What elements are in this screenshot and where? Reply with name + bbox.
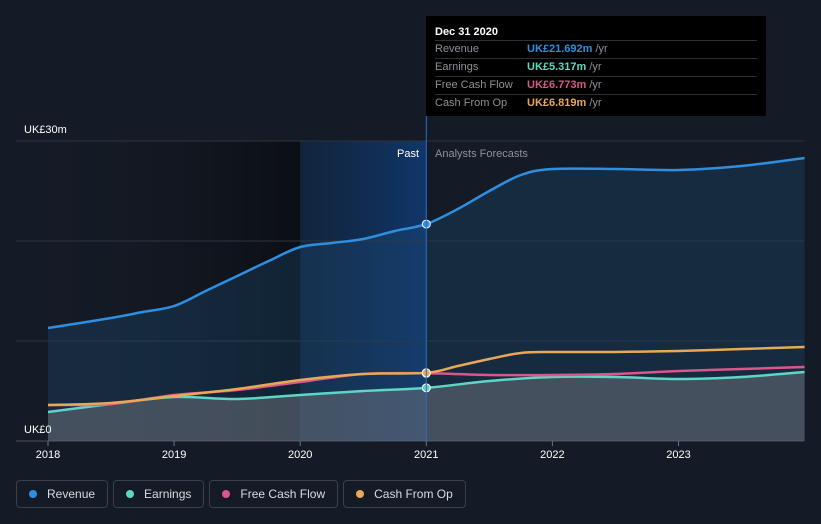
tooltip-label: Free Cash Flow bbox=[435, 79, 513, 91]
tooltip-value: UK£6.819m bbox=[527, 97, 587, 109]
series-line-revenue bbox=[47, 156, 805, 330]
tooltip-unit: /yr bbox=[589, 61, 602, 73]
tooltip-value: UK£6.773m bbox=[527, 79, 587, 91]
y-axis-top-label: UK£30m bbox=[24, 124, 67, 136]
tooltip-unit: /yr bbox=[595, 43, 608, 55]
tooltip-date: Dec 31 2020 bbox=[435, 26, 498, 38]
tooltip-value: UK£5.317m bbox=[527, 61, 587, 73]
legend-dot-icon bbox=[222, 490, 231, 498]
x-tick-label: 2021 bbox=[414, 449, 438, 461]
x-tick-label: 2022 bbox=[540, 449, 564, 461]
tooltip: Dec 31 2020 Revenue UK£21.692m /yr Earni… bbox=[426, 16, 766, 116]
tooltip-label: Cash From Op bbox=[435, 97, 508, 109]
legend-item-revenue[interactable]: Revenue bbox=[16, 480, 109, 508]
legend-dot-icon bbox=[29, 490, 37, 498]
x-tick-label: 2023 bbox=[666, 449, 690, 461]
tooltip-row-free-cash-flow: Free Cash Flow UK£6.773m /yr bbox=[435, 76, 757, 94]
tooltip-label: Revenue bbox=[435, 43, 480, 55]
series-line-cash-from-op bbox=[47, 345, 805, 407]
legend-label: Revenue bbox=[47, 487, 96, 501]
legend: Revenue Earnings Free Cash Flow Cash Fro… bbox=[16, 480, 466, 508]
legend-item-free-cash-flow[interactable]: Free Cash Flow bbox=[209, 480, 339, 508]
legend-item-earnings[interactable]: Earnings bbox=[113, 480, 205, 508]
y-axis-bottom-label: UK£0 bbox=[24, 424, 52, 436]
past-region-shade bbox=[16, 141, 301, 441]
tooltip-row-cash-from-op: Cash From Op UK£6.819m /yr bbox=[435, 94, 757, 112]
legend-dot-icon bbox=[126, 490, 135, 498]
tooltip-row-revenue: Revenue UK£21.692m /yr bbox=[435, 40, 757, 58]
legend-label: Cash From Op bbox=[374, 487, 453, 501]
legend-dot-icon bbox=[356, 490, 365, 498]
forecast-label: Analysts Forecasts bbox=[435, 148, 528, 160]
legend-label: Free Cash Flow bbox=[240, 487, 326, 501]
tooltip-value: UK£21.692m bbox=[527, 43, 593, 55]
x-tick-label: 2019 bbox=[162, 449, 186, 461]
tooltip-unit: /yr bbox=[589, 97, 602, 109]
legend-item-cash-from-op[interactable]: Cash From Op bbox=[343, 480, 466, 508]
x-tick-label: 2020 bbox=[288, 449, 312, 461]
x-tick-label: 2018 bbox=[36, 449, 60, 461]
tooltip-label: Earnings bbox=[435, 61, 479, 73]
legend-label: Earnings bbox=[144, 487, 192, 501]
tooltip-unit: /yr bbox=[589, 79, 602, 91]
tooltip-row-earnings: Earnings UK£5.317m /yr bbox=[435, 58, 757, 76]
past-label: Past bbox=[397, 148, 419, 160]
